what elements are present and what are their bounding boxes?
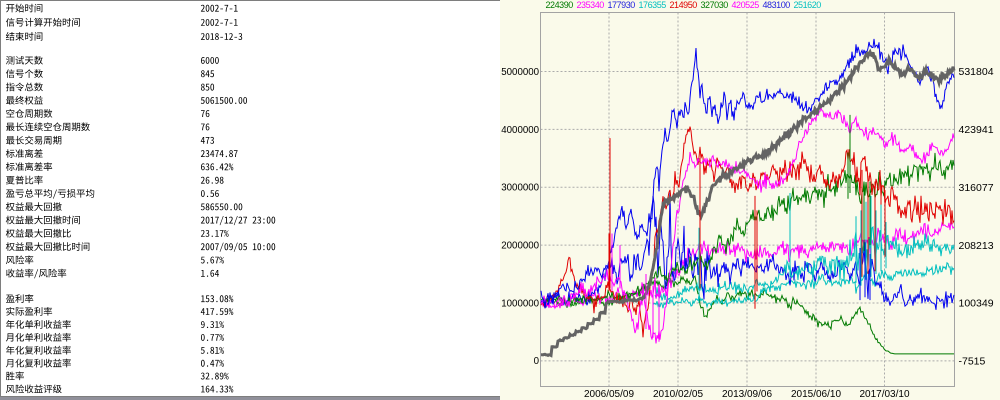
svg-text:251620: 251620 [794,0,822,10]
svg-text:100349: 100349 [959,298,994,310]
svg-text:214950: 214950 [670,0,698,10]
svg-text:1000000: 1000000 [501,298,539,309]
svg-text:2015/06/10: 2015/06/10 [791,389,841,400]
svg-text:531804: 531804 [959,66,994,78]
svg-text:2000000: 2000000 [501,241,539,252]
svg-text:423941: 423941 [959,124,994,136]
svg-text:2017/03/10: 2017/03/10 [859,389,909,400]
svg-text:327030: 327030 [701,0,729,10]
svg-text:5000000: 5000000 [501,67,539,78]
svg-text:2010/02/05: 2010/02/05 [653,389,703,400]
svg-text:316077: 316077 [959,182,994,194]
svg-text:2006/05/09: 2006/05/09 [584,389,634,400]
svg-text:224390: 224390 [546,0,574,10]
svg-text:2013/09/06: 2013/09/06 [722,389,772,400]
svg-text:3000000: 3000000 [501,183,539,194]
svg-text:483100: 483100 [763,0,791,10]
svg-text:420525: 420525 [732,0,760,10]
svg-text:177930: 177930 [608,0,636,10]
svg-text:235340: 235340 [577,0,605,10]
svg-text:208213: 208213 [959,240,994,252]
svg-text:4000000: 4000000 [501,125,539,136]
svg-text:0: 0 [534,356,540,367]
svg-text:-7515: -7515 [959,356,986,368]
svg-text:176355: 176355 [639,0,667,10]
